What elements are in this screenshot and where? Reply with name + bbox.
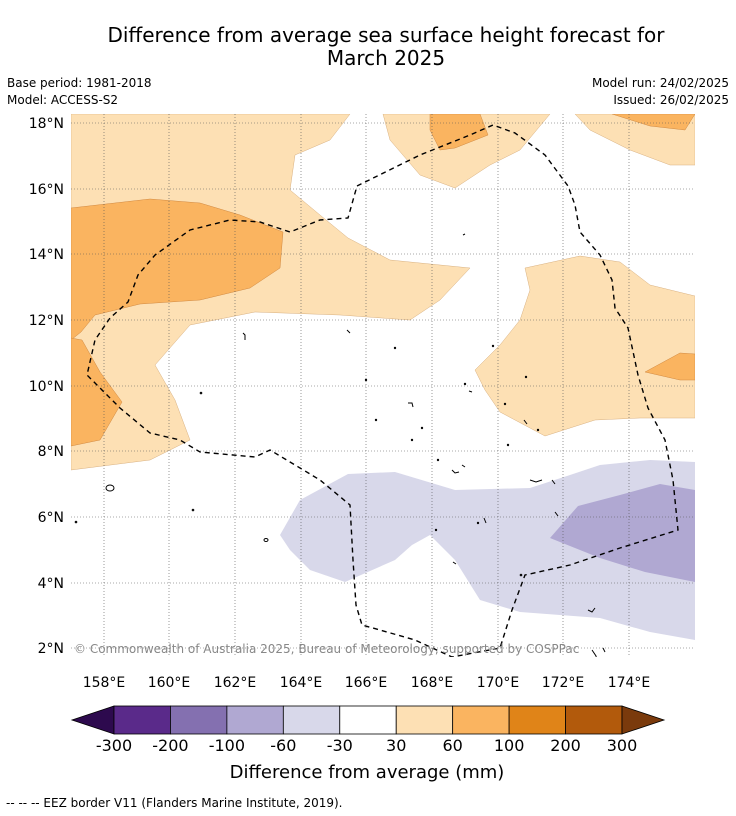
contour-neg60-neg100-southeast xyxy=(550,484,695,582)
lat-label: 6°N xyxy=(38,510,64,526)
colorbar-segment xyxy=(226,705,284,735)
contour-60-100-southwest xyxy=(71,337,123,447)
map-title-line2: March 2025 xyxy=(326,46,446,70)
lat-label: 12°N xyxy=(29,313,64,329)
contour-60-100-east xyxy=(644,352,695,381)
lon-label: 174°E xyxy=(608,675,651,691)
lon-label: 172°E xyxy=(542,675,585,691)
lat-label: 18°N xyxy=(29,116,64,132)
lat-label: 16°N xyxy=(29,182,64,198)
colorbar-ticks: -300 -200 -100 -60 -30 30 60 100 200 300 xyxy=(96,736,637,755)
colorbar-tick-label: -200 xyxy=(152,736,188,755)
model-text: Model: ACCESS-S2 xyxy=(7,93,119,107)
colorbar-tick-label: -300 xyxy=(96,736,132,755)
colorbar-tick-label: 30 xyxy=(386,736,406,755)
colorbar-segment xyxy=(113,705,171,735)
contour-30-60-north xyxy=(382,114,551,189)
colorbar-segment xyxy=(170,705,228,735)
islands xyxy=(74,233,606,657)
lat-labels: 18°N 16°N 14°N 12°N 10°N 8°N 6°N 4°N 2°N xyxy=(29,116,64,657)
colorbar-label: Difference from average (mm) xyxy=(230,762,505,783)
lon-label: 160°E xyxy=(148,675,191,691)
colorbar-tick-label: -100 xyxy=(209,736,245,755)
colorbar-segment xyxy=(339,705,397,735)
colorbar-under-arrow xyxy=(70,705,115,735)
contour-60-100-northeast xyxy=(611,114,695,131)
colorbar-segment xyxy=(565,705,623,735)
lat-label: 10°N xyxy=(29,379,64,395)
colorbar-segment xyxy=(395,705,454,735)
colorbar-segment xyxy=(452,705,510,735)
model-run-text: Model run: 24/02/2025 xyxy=(591,76,729,90)
eez-legend-note: -- -- -- EEZ border V11 (Flanders Marine… xyxy=(6,796,343,810)
lat-label: 14°N xyxy=(29,247,64,263)
colorbar xyxy=(70,705,666,735)
eez-border xyxy=(86,124,679,657)
colorbar-tick-label: -60 xyxy=(270,736,296,755)
map-panel: © Commonwealth of Australia 2025, Bureau… xyxy=(71,114,695,657)
colorbar-tick-label: 100 xyxy=(494,736,525,755)
colorbar-tick-label: 60 xyxy=(442,736,462,755)
colorbar-tick-label: -30 xyxy=(327,736,353,755)
lon-label: 168°E xyxy=(411,675,454,691)
issued-text: Issued: 26/02/2025 xyxy=(613,93,729,107)
lon-label: 170°E xyxy=(477,675,520,691)
lon-label: 164°E xyxy=(280,675,323,691)
graticule xyxy=(71,114,695,657)
lon-label: 162°E xyxy=(214,675,257,691)
colorbar-tick-label: 200 xyxy=(550,736,581,755)
lon-label: 166°E xyxy=(345,675,388,691)
colorbar-tick-label: 300 xyxy=(607,736,638,755)
colorbar-segment xyxy=(508,705,566,735)
contour-30-60-east xyxy=(474,255,695,437)
lon-labels: 158°E 160°E 162°E 164°E 166°E 168°E 170°… xyxy=(83,675,651,691)
lon-label: 158°E xyxy=(83,675,126,691)
lat-label: 8°N xyxy=(38,444,64,460)
contour-60-100-west xyxy=(71,198,284,341)
lat-label: 4°N xyxy=(38,576,64,592)
map-title-line1: Difference from average sea surface heig… xyxy=(107,23,665,47)
colorbar-segment xyxy=(282,705,341,735)
colorbar-over-arrow xyxy=(621,705,666,735)
lat-label: 2°N xyxy=(38,641,64,657)
copyright-text: © Commonwealth of Australia 2025, Bureau… xyxy=(74,642,579,656)
base-period-text: Base period: 1981-2018 xyxy=(7,76,152,90)
